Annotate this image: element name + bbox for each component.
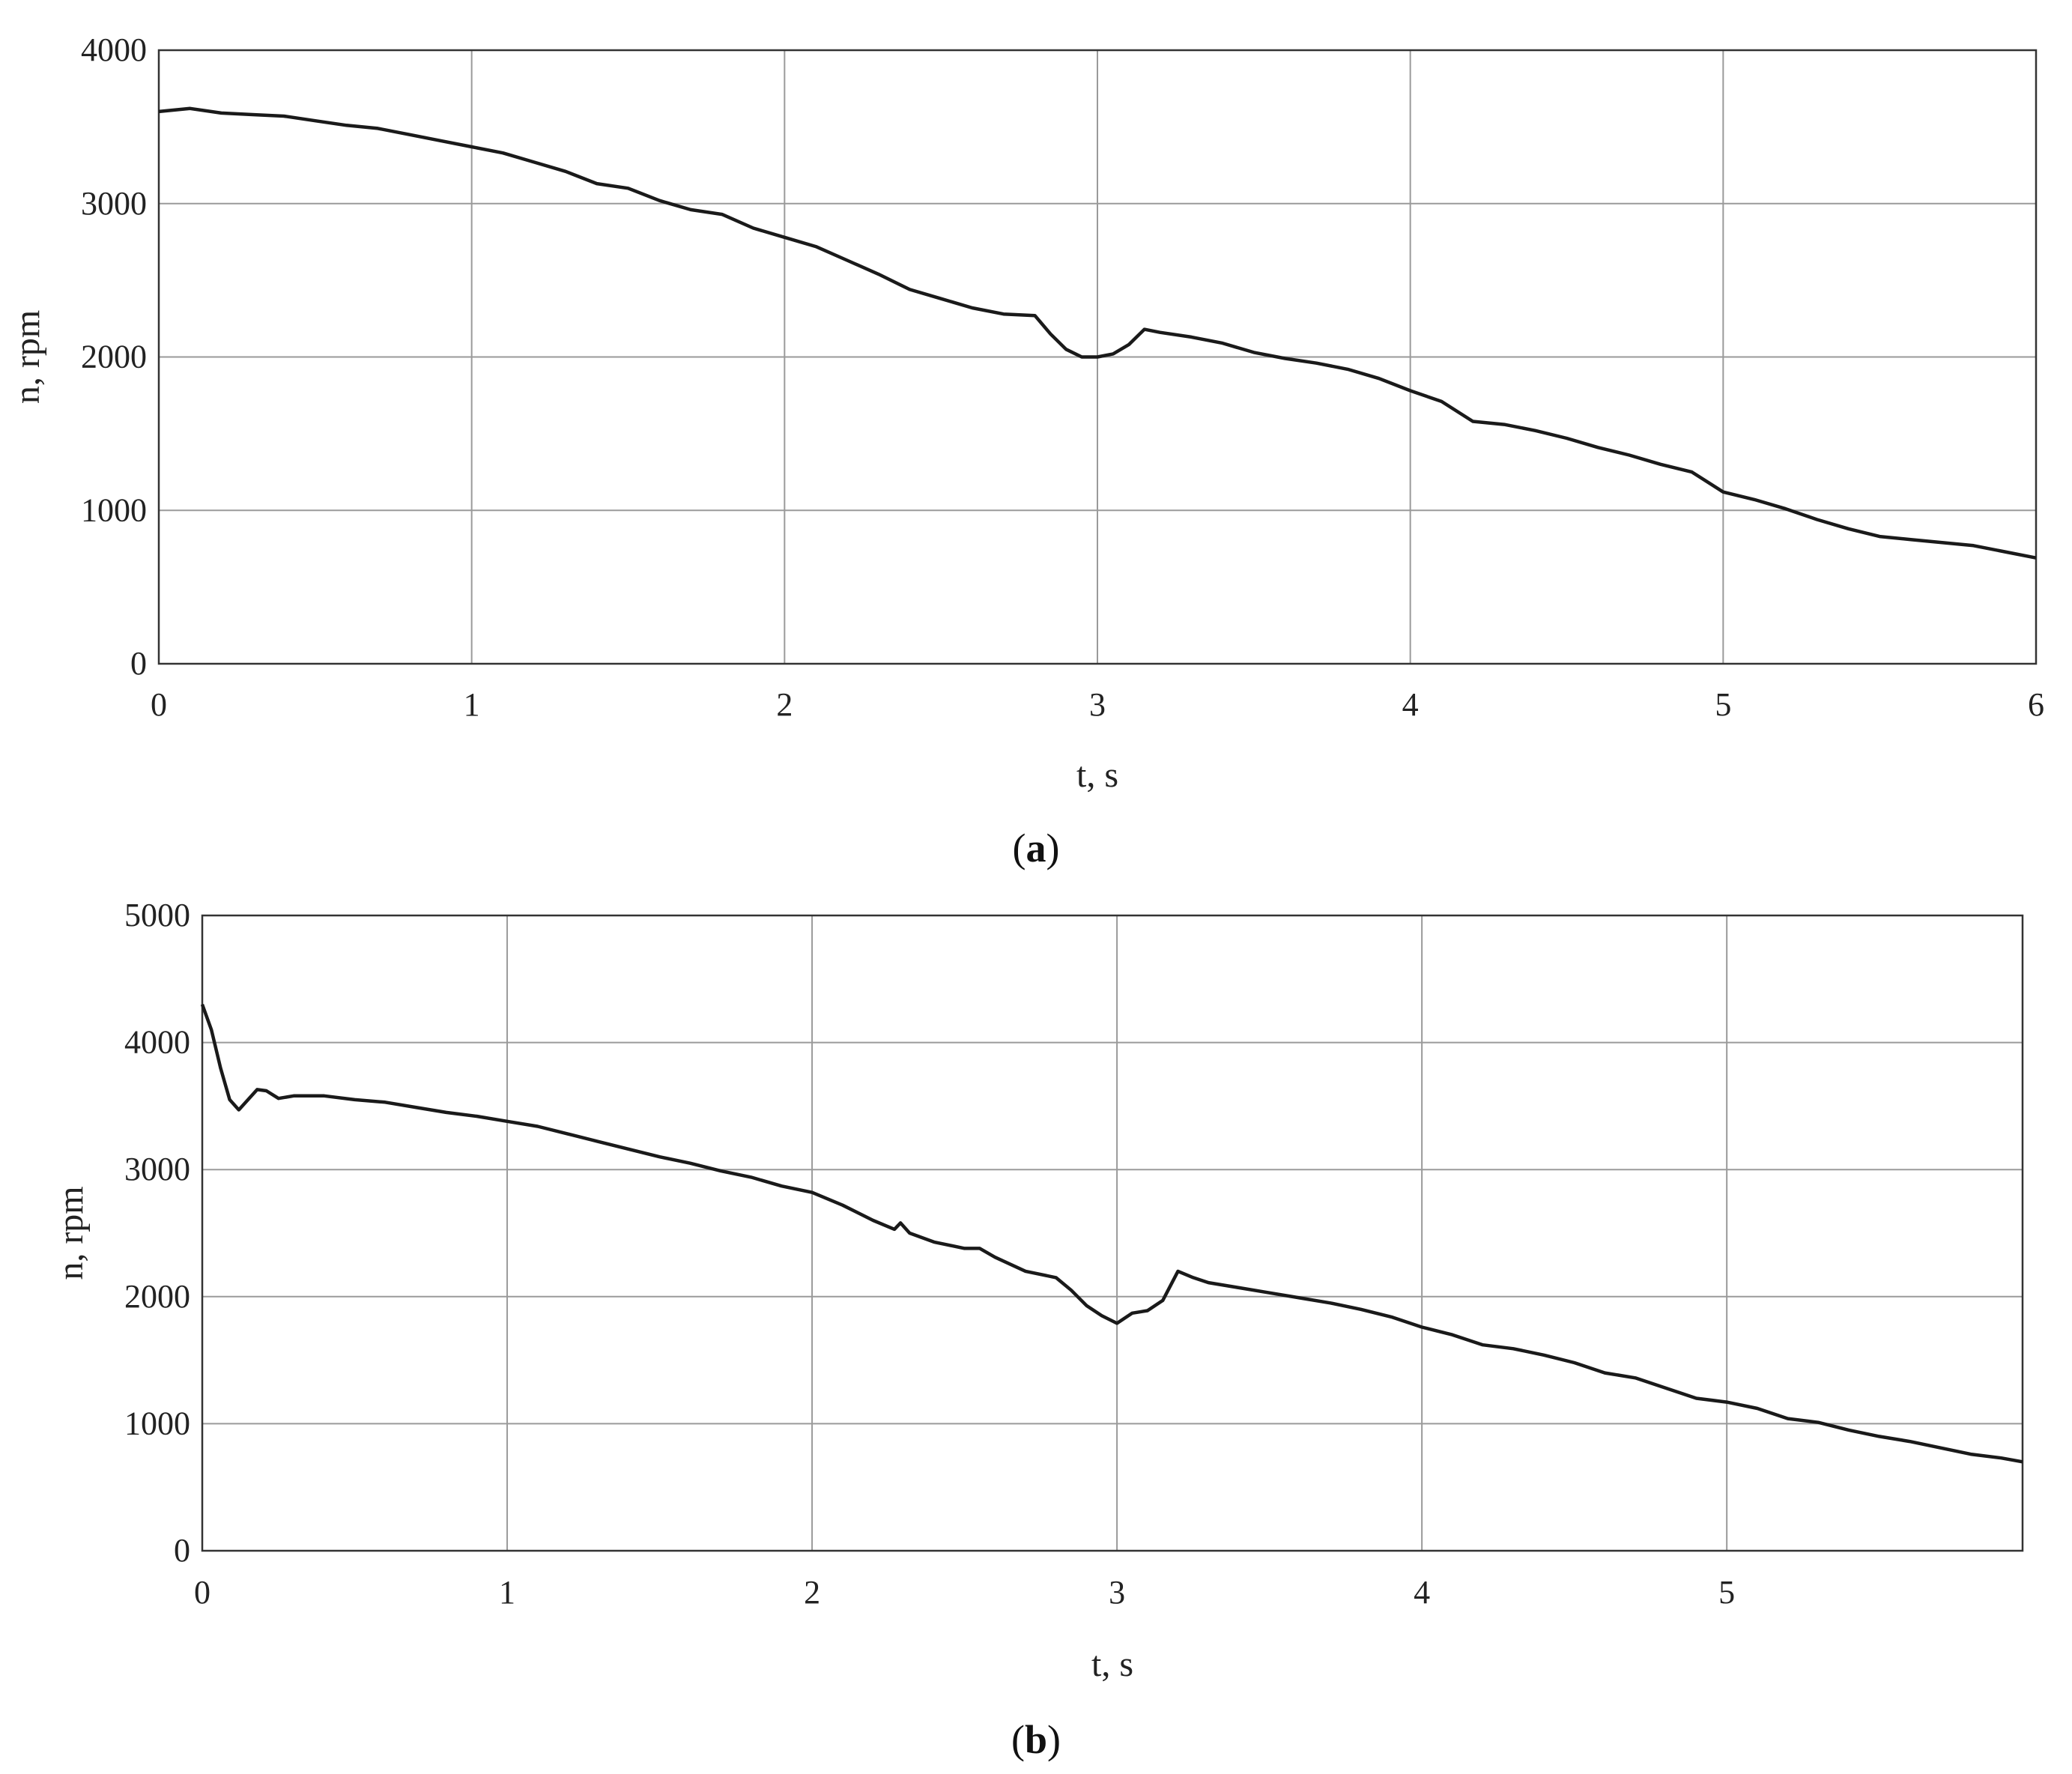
panel-a-x-tick-label: 0 [151, 686, 167, 723]
panel-b-caption: (b) [1011, 1717, 1061, 1762]
panel-b-y-tick-label: 2000 [124, 1278, 190, 1315]
panel-b-x-tick-label: 4 [1414, 1574, 1430, 1611]
panel-a-series-line [158, 106, 2037, 560]
panel-a-caption: (a) [1013, 826, 1060, 871]
panel-b-series-line [200, 1003, 2023, 1464]
panel-a-y-tick-label: 4000 [81, 31, 147, 68]
panel-a-x-tick-label: 4 [1402, 686, 1419, 723]
panel-b-x-axis-label: t, s [1091, 1644, 1133, 1684]
panel-a-x-tick-label: 6 [2028, 686, 2044, 723]
panel-a-x-tick-label: 2 [776, 686, 793, 723]
panel-a-y-tick-label: 2000 [81, 339, 147, 375]
panel-b-x-tick-label: 3 [1109, 1574, 1125, 1611]
panel-b-y-tick-label: 5000 [124, 897, 190, 933]
panel-b-y-axis-label: n, rpm [51, 1186, 91, 1280]
panel-b-x-tick-label: 1 [499, 1574, 515, 1611]
panel-a-x-tick-label: 1 [464, 686, 480, 723]
panel-b-x-tick-label: 0 [194, 1574, 210, 1611]
panel-a-y-tick-label: 1000 [81, 491, 147, 528]
panel-b-x-tick-label: 5 [1718, 1574, 1735, 1611]
panel-b-y-tick-label: 3000 [124, 1151, 190, 1187]
panel-a-y-tick-label: 0 [130, 645, 147, 682]
panel-a-x-tick-label: 3 [1089, 686, 1106, 723]
panel-a-x-axis-label: t, s [1076, 755, 1118, 795]
panel-a-y-axis-label: n, rpm [7, 310, 47, 404]
panel-a-y-tick-label: 3000 [81, 185, 147, 222]
panel-a-plot-frame [157, 49, 2038, 665]
panel-b-x-tick-label: 2 [804, 1574, 820, 1611]
panel-b-plot-frame [201, 914, 2024, 1552]
panel-b-y-tick-label: 1000 [124, 1405, 190, 1441]
panel-b-y-tick-label: 0 [174, 1532, 190, 1569]
panel-b-y-tick-label: 4000 [124, 1024, 190, 1061]
panel-a-x-tick-label: 5 [1715, 686, 1731, 723]
